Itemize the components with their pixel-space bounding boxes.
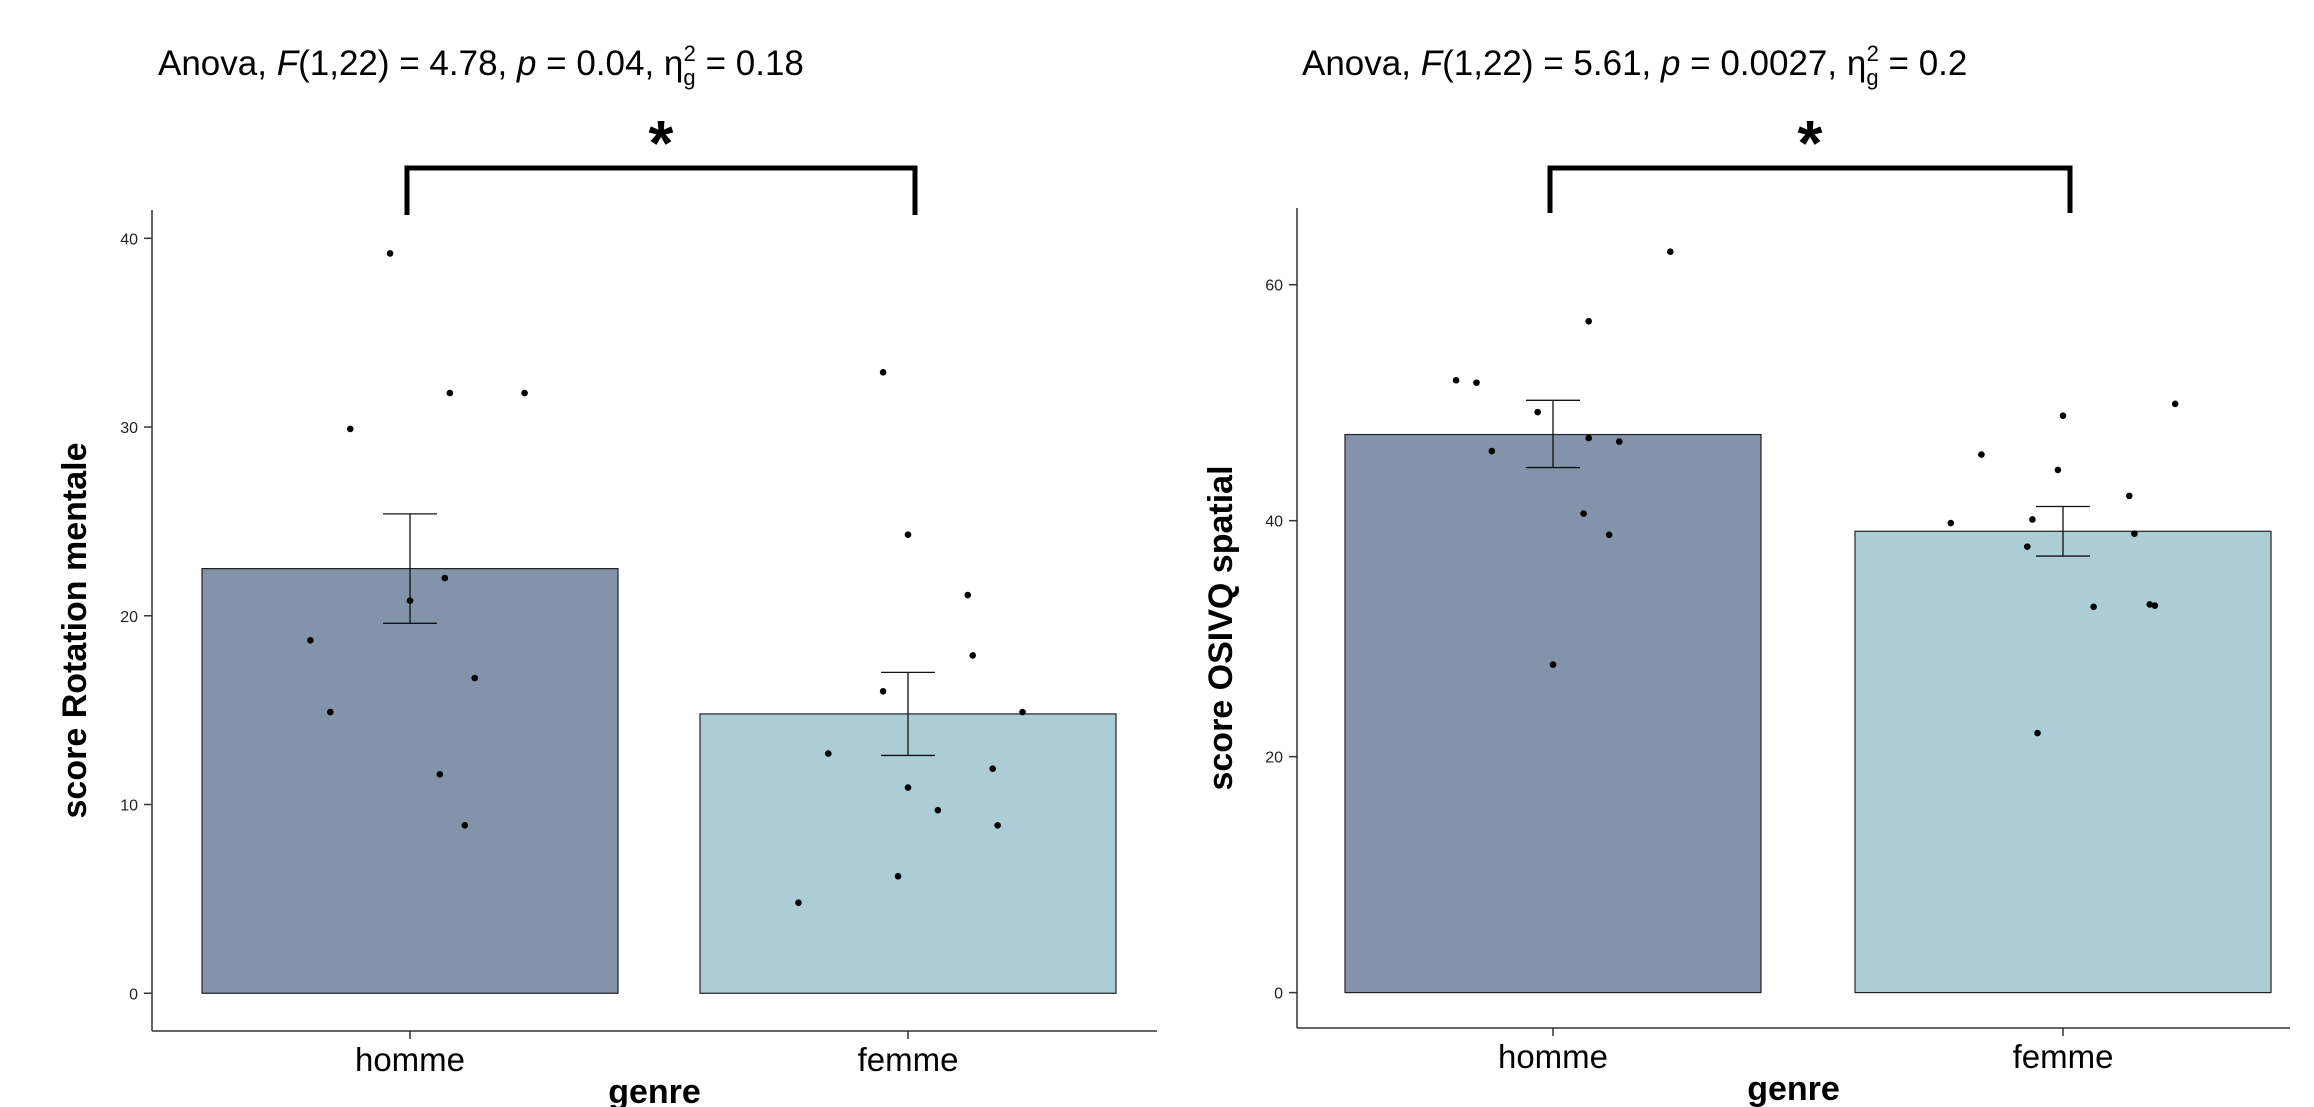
chart-panel-2: Anova, F(1,22) = 5.61, p = 0.0027, ηg2 =… [1202, 41, 2290, 1107]
data-point [795, 899, 802, 906]
bar-homme [1344, 433, 1762, 994]
bar-homme [201, 567, 619, 994]
x-axis-title: genre [608, 1073, 701, 1107]
data-point [307, 637, 314, 644]
data-point [964, 591, 972, 599]
significance-star: * [649, 107, 674, 179]
data-point [2029, 516, 2036, 523]
data-point [2054, 466, 2062, 474]
data-point [989, 765, 996, 772]
data-point [969, 652, 977, 659]
data-point [1549, 661, 1557, 668]
y-tick-label: 10 [120, 798, 138, 815]
chart-panel-1: Anova, F(1,22) = 4.78, p = 0.04, ηg2 = 0… [56, 41, 1157, 1107]
y-tick-label: 20 [1265, 750, 1283, 767]
y-tick-label: 40 [1265, 514, 1283, 531]
y-tick-label: 40 [120, 231, 138, 248]
bar-femme [1854, 530, 2272, 994]
data-point [1616, 438, 1623, 445]
data-point [994, 821, 1001, 829]
significance-bracket [404, 165, 918, 215]
y-axis-title: score Rotation mentale [56, 443, 94, 819]
chart-title: Anova, F(1,22) = 5.61, p = 0.0027, ηg2 =… [1302, 41, 1967, 90]
data-point [446, 389, 454, 397]
data-point [471, 674, 479, 682]
data-point [1667, 248, 1674, 255]
data-point [2126, 492, 2133, 500]
data-point [327, 708, 334, 716]
data-point [879, 687, 887, 695]
significance-bracket [1547, 165, 2073, 213]
data-point [1605, 531, 1613, 539]
y-tick-label: 20 [120, 609, 138, 626]
data-point [461, 821, 469, 829]
data-point [346, 425, 354, 433]
x-tick-label-femme: femme [858, 1041, 959, 1078]
data-point [1534, 408, 1541, 416]
y-axis-title: score OSIVQ spatial [1202, 465, 1240, 790]
x-axis-title: genre [1747, 1070, 1840, 1107]
y-tick-label: 60 [1265, 278, 1283, 295]
y-tick-label: 0 [129, 986, 138, 1003]
data-point [2090, 603, 2097, 611]
y-tick-label: 30 [120, 420, 138, 437]
significance-star: * [1798, 107, 1823, 179]
data-point [1488, 447, 1496, 455]
chart-title: Anova, F(1,22) = 4.78, p = 0.04, ηg2 = 0… [158, 41, 804, 90]
data-point [2171, 400, 2179, 408]
data-point [2024, 543, 2031, 550]
data-point [2034, 729, 2041, 737]
data-point [521, 389, 528, 397]
data-point [1019, 708, 1026, 716]
data-point [441, 574, 449, 582]
data-point [904, 531, 912, 538]
data-point [1585, 317, 1592, 325]
data-point [1452, 376, 1460, 384]
data-point [1978, 451, 1985, 458]
data-point [1947, 519, 1955, 527]
data-point [825, 750, 832, 757]
data-point [879, 369, 887, 376]
x-tick-label-homme: homme [355, 1041, 465, 1078]
data-point [894, 872, 902, 880]
data-point [2131, 530, 2138, 537]
data-point [934, 806, 942, 814]
data-point [2059, 412, 2067, 419]
x-tick-label-femme: femme [2013, 1038, 2114, 1075]
bar-femme [699, 713, 1117, 994]
data-point [2146, 601, 2153, 608]
data-point [386, 250, 394, 257]
x-tick-label-homme: homme [1498, 1038, 1608, 1075]
data-point [1585, 434, 1592, 442]
data-point [1473, 379, 1480, 386]
data-point [1580, 510, 1587, 517]
data-point [904, 784, 912, 791]
data-point [2151, 602, 2159, 609]
y-tick-label: 0 [1274, 986, 1283, 1003]
data-point [436, 771, 444, 778]
